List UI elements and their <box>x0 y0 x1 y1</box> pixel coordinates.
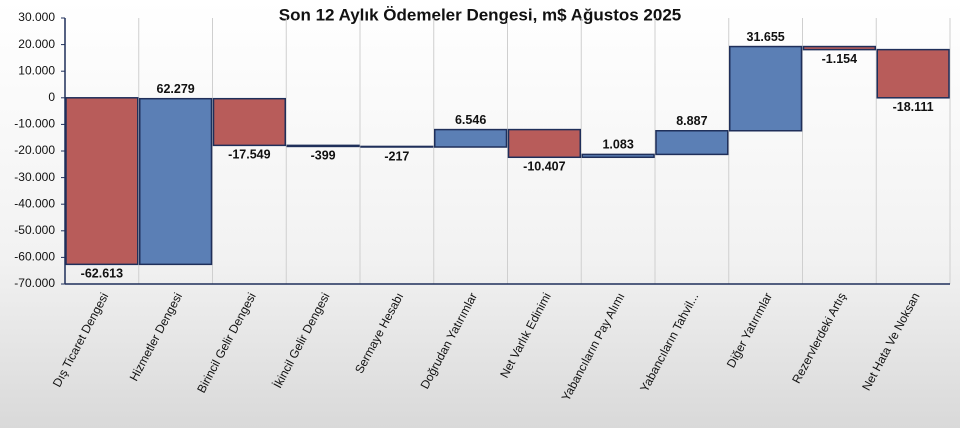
bar <box>655 130 729 156</box>
data-label: -10.407 <box>523 160 565 174</box>
bar <box>581 153 655 159</box>
bar <box>434 128 508 148</box>
data-label: -18.111 <box>893 100 934 114</box>
data-label: -399 <box>311 149 336 163</box>
chart-title: Son 12 Aylık Ödemeler Dengesi, m$ Ağusto… <box>279 5 682 24</box>
data-label: -217 <box>384 149 409 163</box>
y-tick-label: -50.000 <box>14 223 55 237</box>
bar <box>802 45 876 51</box>
bar <box>212 97 286 147</box>
data-label: -1.154 <box>822 52 857 66</box>
y-tick-label: -40.000 <box>14 196 55 210</box>
y-tick-label: 10.000 <box>18 63 55 77</box>
y-tick-label: 0 <box>48 90 55 104</box>
bar <box>507 128 581 159</box>
y-tick-label: 30.000 <box>18 10 55 24</box>
bar <box>360 145 434 148</box>
y-tick-label: -20.000 <box>14 143 55 157</box>
y-tick-label: -60.000 <box>14 250 55 264</box>
data-label: 62.279 <box>157 82 195 96</box>
data-label: 1.083 <box>602 138 633 152</box>
data-label: -17.549 <box>228 148 270 162</box>
data-label: 31.655 <box>747 30 785 44</box>
data-label: 6.546 <box>455 113 486 127</box>
y-tick-label: -30.000 <box>14 170 55 184</box>
bar <box>65 97 139 266</box>
bar <box>139 97 213 266</box>
y-tick-label: -70.000 <box>14 276 55 290</box>
bar <box>729 45 803 132</box>
y-tick-label: 20.000 <box>18 37 55 51</box>
y-tick-label: -10.000 <box>14 117 55 131</box>
bar <box>876 48 950 99</box>
data-label: -62.613 <box>81 267 123 281</box>
bar <box>286 144 360 148</box>
data-label: 8.887 <box>676 114 707 128</box>
